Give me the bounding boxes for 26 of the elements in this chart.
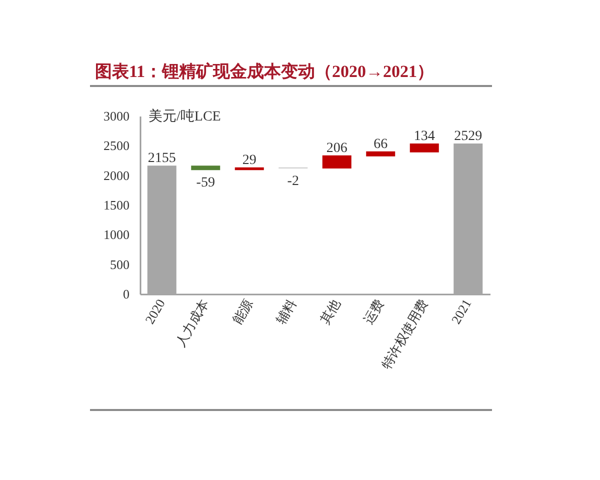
data-label: 134 bbox=[414, 128, 435, 144]
x-tick-label: 运费 bbox=[360, 296, 387, 327]
y-axis-title: 美元/吨LCE bbox=[148, 108, 221, 124]
data-label: -2 bbox=[287, 174, 299, 190]
x-tick-label: 能源 bbox=[229, 296, 256, 327]
data-label: 206 bbox=[326, 140, 348, 156]
y-tick-label: 3000 bbox=[104, 108, 130, 124]
x-tick-label: 人力成本 bbox=[172, 296, 212, 350]
bar bbox=[322, 155, 352, 169]
x-tick-label: 其他 bbox=[316, 296, 343, 327]
data-label: -59 bbox=[196, 176, 215, 191]
bar bbox=[410, 143, 439, 152]
y-tick-label: 1000 bbox=[104, 227, 130, 242]
data-label: 2155 bbox=[148, 151, 176, 166]
x-tick-label: 辅料 bbox=[273, 296, 300, 327]
bar bbox=[366, 151, 396, 156]
bar bbox=[191, 166, 220, 170]
y-tick-label: 2000 bbox=[104, 168, 130, 183]
y-tick-label: 500 bbox=[110, 256, 130, 272]
y-tick-label: 1500 bbox=[104, 198, 130, 212]
data-label: 29 bbox=[242, 152, 256, 168]
chart-title: 图表11：锂精矿现金成本变动（2020→2021） bbox=[95, 62, 434, 81]
y-tick-label: 2500 bbox=[104, 138, 130, 154]
y-tick-label: 0 bbox=[123, 286, 130, 302]
data-label: 66 bbox=[374, 136, 388, 152]
data-label: 2529 bbox=[454, 128, 482, 144]
